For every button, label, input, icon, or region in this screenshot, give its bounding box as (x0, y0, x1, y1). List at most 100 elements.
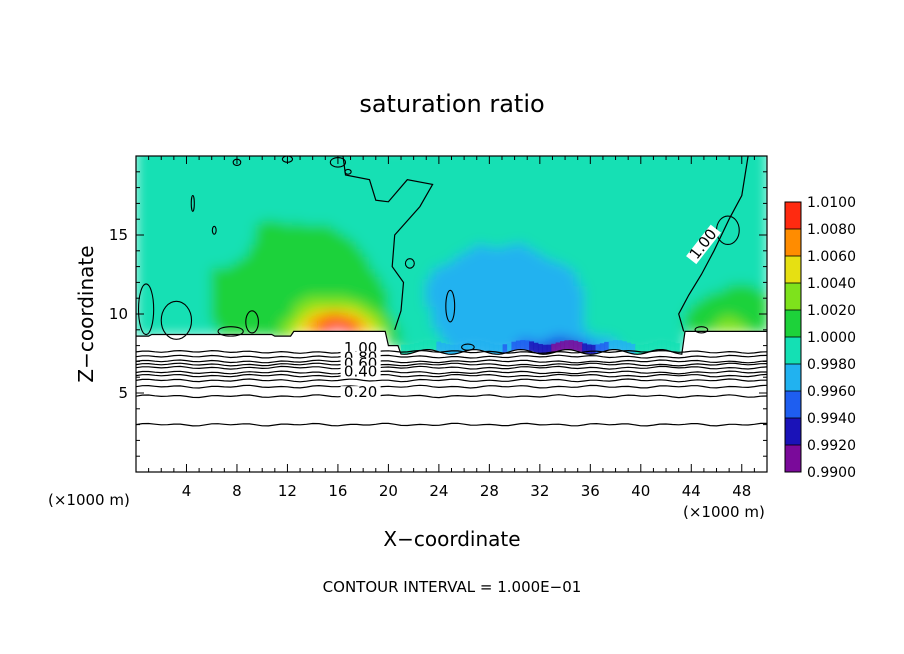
heatmap-cell (589, 341, 598, 347)
heatmap-cell (274, 236, 282, 243)
heatmap-cell (628, 144, 636, 149)
heatmap-cell (558, 322, 566, 328)
heatmap-cell (577, 269, 585, 275)
heatmap-cell (589, 211, 598, 217)
heatmap-cell (286, 288, 295, 294)
heatmap-cell (640, 214, 648, 220)
heatmap-cell (646, 224, 655, 230)
heatmap-cell (381, 283, 390, 289)
heatmap-cell (413, 156, 421, 159)
heatmap-cell (583, 219, 592, 225)
heatmap-cell (432, 310, 440, 317)
heatmap-cell (570, 267, 579, 273)
heatmap-cell (286, 177, 295, 183)
heatmap-cell (211, 211, 219, 217)
heatmap-cell (274, 307, 282, 314)
heatmap-cell (432, 184, 440, 190)
heatmap-cell (457, 193, 465, 200)
heatmap-cell (406, 270, 415, 276)
heatmap-cell (577, 280, 585, 287)
heatmap-cell (476, 250, 484, 257)
heatmap-cell (381, 271, 390, 277)
heatmap-cell (356, 149, 364, 154)
heatmap-cell (387, 277, 396, 284)
heatmap-cell (507, 247, 516, 254)
heatmap-cell (608, 301, 617, 307)
heatmap-cell (148, 199, 156, 205)
heatmap-cell (148, 227, 156, 233)
heatmap-cell (167, 187, 175, 194)
heatmap-cell (350, 299, 358, 305)
heatmap-cell (558, 179, 566, 185)
heatmap-cell (198, 168, 207, 174)
heatmap-cell (318, 220, 326, 226)
heatmap-cell (394, 222, 402, 228)
heatmap-cell (268, 251, 276, 257)
heatmap-cell (627, 218, 636, 224)
heatmap-cell (419, 294, 427, 300)
heatmap-cell (602, 192, 610, 198)
heatmap-cell (488, 195, 497, 201)
heatmap-cell (185, 314, 194, 320)
heatmap-cell (261, 251, 270, 257)
heatmap-cell (570, 215, 579, 221)
heatmap-cell (368, 240, 377, 246)
heatmap-cell (387, 325, 396, 331)
heatmap-cell (136, 150, 144, 155)
heatmap-cell (192, 164, 200, 170)
heatmap-cell (173, 239, 181, 245)
heatmap-cell (621, 287, 629, 294)
heatmap-cell (173, 278, 181, 284)
heatmap-cell (192, 156, 200, 158)
heatmap-cell (375, 204, 383, 210)
heatmap-cell (583, 156, 592, 158)
heatmap-cell (299, 192, 308, 198)
heatmap-cell (671, 304, 680, 311)
heatmap-cell (539, 164, 547, 170)
heatmap-cell (753, 176, 762, 182)
heatmap-cell (413, 291, 421, 298)
heatmap-cell (444, 175, 453, 182)
heatmap-cell (747, 267, 756, 273)
heatmap-cell (589, 250, 598, 257)
heatmap-cell (280, 327, 289, 333)
heatmap-cell (526, 311, 535, 317)
heatmap-cell (211, 168, 219, 174)
heatmap-cell (734, 161, 743, 167)
heatmap-cell (709, 295, 718, 301)
heatmap-cell (596, 156, 604, 160)
heatmap-cell (621, 315, 629, 321)
heatmap-cell (703, 168, 711, 175)
heatmap-cell (596, 281, 604, 287)
heatmap-cell (652, 302, 661, 308)
heatmap-cell (526, 275, 535, 281)
heatmap-cell (520, 274, 528, 280)
heatmap-cell (242, 298, 251, 304)
heatmap-cell (356, 287, 364, 293)
heatmap-cell (204, 239, 213, 245)
heatmap-cell (160, 172, 169, 178)
heatmap-cell (230, 266, 238, 273)
heatmap-cell (709, 279, 718, 285)
heatmap-cell (375, 279, 383, 285)
heatmap-cell (160, 235, 169, 241)
heatmap-cell (507, 161, 516, 167)
heatmap-cell (331, 291, 339, 297)
heatmap-cell (350, 311, 358, 317)
heatmap-cell (387, 297, 396, 303)
heatmap-cell (526, 188, 535, 194)
heatmap-cell (703, 156, 711, 159)
heatmap-cell (280, 185, 289, 191)
heatmap-cell (533, 265, 541, 271)
heatmap-cell (432, 326, 440, 332)
heatmap-cell (583, 325, 592, 332)
heatmap-cell (760, 224, 767, 230)
heatmap-cell (261, 326, 270, 332)
heatmap-cell (608, 234, 617, 240)
heatmap-cell (419, 325, 427, 331)
heatmap-cell (331, 240, 339, 246)
heatmap-cell (324, 251, 333, 258)
heatmap-cell (173, 223, 181, 229)
heatmap-cell (520, 325, 528, 331)
heatmap-cell (167, 314, 175, 320)
